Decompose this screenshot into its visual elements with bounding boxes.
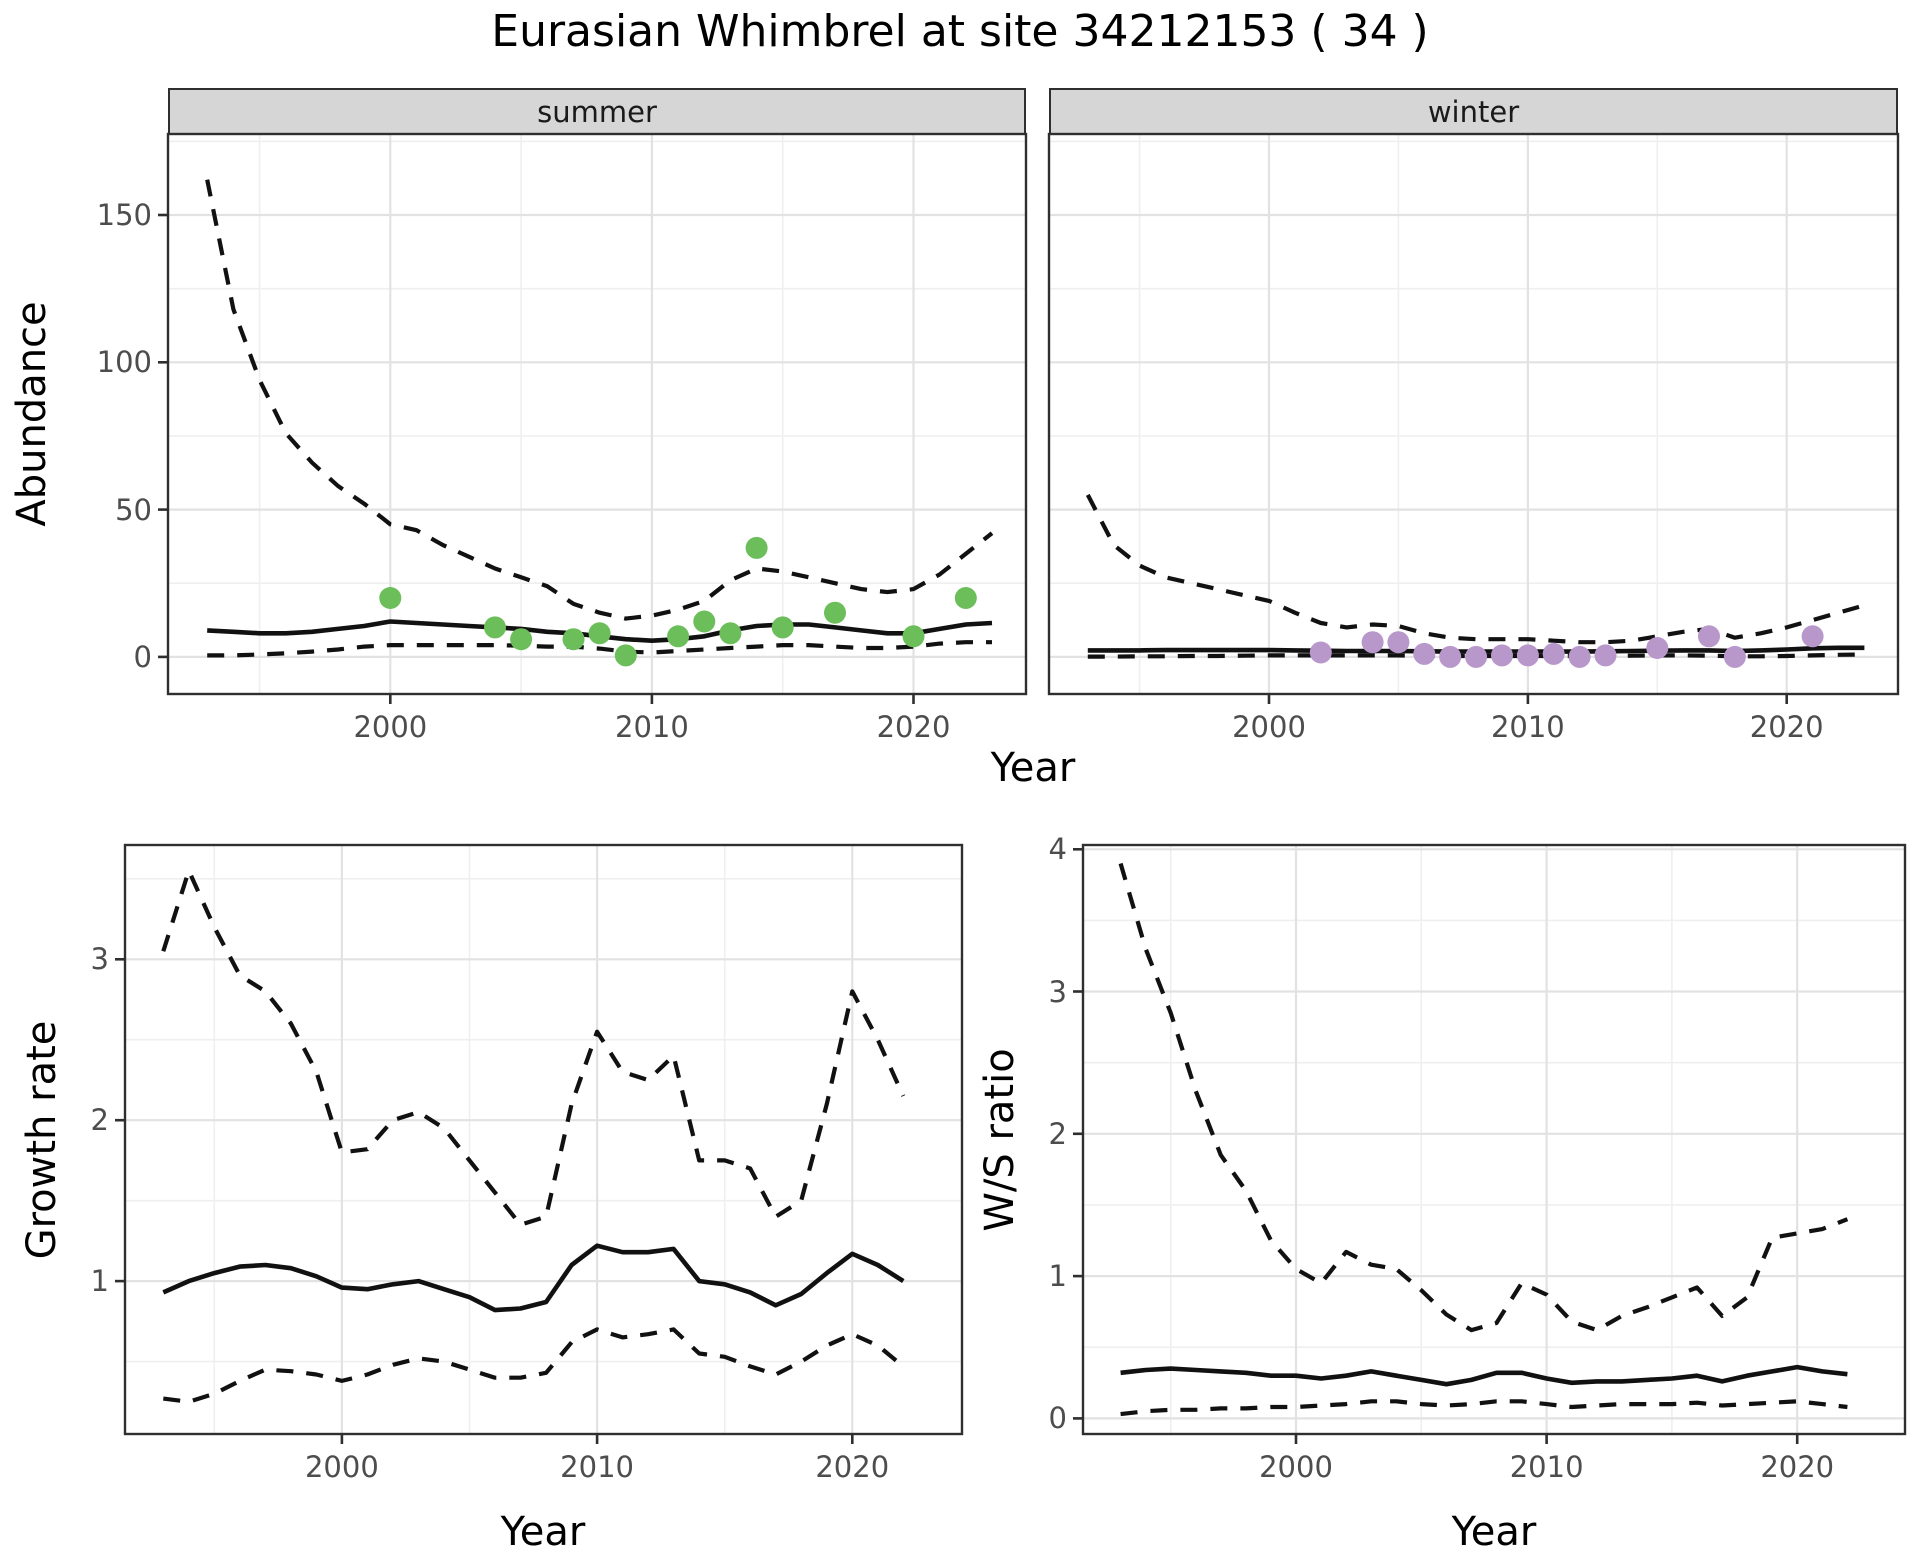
x-tick-label: 2000 <box>1232 710 1306 744</box>
y-tick-label: 100 <box>96 345 152 380</box>
x-tick-label: 2020 <box>1749 710 1824 744</box>
data-point <box>771 616 794 639</box>
data-point <box>588 622 611 645</box>
data-point <box>1413 642 1436 665</box>
y-axis-title-growth-rate: Growth rate <box>19 1020 65 1260</box>
data-point <box>1516 644 1539 667</box>
series-dashed <box>1120 1399 1848 1417</box>
data-point <box>902 625 925 648</box>
series-dashed <box>1087 652 1865 659</box>
panel-abundance-winter <box>1047 132 1900 704</box>
series-dashed <box>161 868 906 1227</box>
panel-ws-ratio <box>1073 843 1907 1444</box>
data-point <box>1594 644 1617 667</box>
data-point <box>667 625 690 648</box>
y-tick-label: 3 <box>1048 974 1067 1009</box>
data-point <box>510 628 533 651</box>
data-point <box>1542 642 1565 665</box>
data-point <box>379 587 402 609</box>
series-dashed <box>207 640 992 658</box>
facet-strip-winter: winter <box>1049 88 1898 135</box>
series-dashed <box>1118 862 1849 1333</box>
panel-growth-rate <box>115 843 964 1444</box>
x-tick-label: 2010 <box>1509 1450 1584 1484</box>
y-tick-label: 0 <box>1048 1401 1067 1436</box>
data-point <box>954 587 977 609</box>
series-dashed <box>205 179 994 621</box>
data-point <box>824 601 846 624</box>
data-point <box>1387 631 1410 654</box>
y-tick-label: 3 <box>90 942 109 977</box>
y-tick-label: 1 <box>1048 1259 1067 1294</box>
panel-border <box>1081 843 1907 1436</box>
series-solid <box>1120 1364 1848 1387</box>
panel-abundance-summer <box>158 132 1028 704</box>
y-tick-label: 0 <box>133 639 152 674</box>
x-tick-label: 2020 <box>1760 1450 1835 1484</box>
y-axis-title-abundance: Abundance <box>9 301 55 527</box>
x-tick-label: 2000 <box>1259 1450 1333 1484</box>
x-tick-label: 2010 <box>560 1450 634 1484</box>
series-dashed <box>1085 493 1865 645</box>
x-tick-label: 2020 <box>815 1450 890 1484</box>
data-point <box>745 536 768 559</box>
x-tick-label: 2000 <box>304 1450 379 1484</box>
data-point <box>1801 625 1824 648</box>
data-point <box>719 622 742 645</box>
facet-strip-winter-label: winter <box>1427 94 1520 129</box>
facet-strip-summer-label: summer <box>537 94 657 129</box>
facet-strip-summer: summer <box>168 88 1026 135</box>
data-point <box>1361 631 1384 654</box>
panel-border <box>166 132 1028 696</box>
data-point <box>614 644 637 667</box>
y-axis-title-ws-ratio: W/S ratio <box>977 1048 1023 1232</box>
y-tick-label: 150 <box>96 198 152 232</box>
series-dashed <box>163 1327 905 1404</box>
x-tick-label: 2020 <box>876 710 951 744</box>
x-axis-title-year-ws: Year <box>1451 1509 1537 1555</box>
series-solid <box>162 1243 905 1313</box>
panel-border <box>123 843 964 1436</box>
data-point <box>1723 645 1746 668</box>
x-tick-label: 2000 <box>353 710 428 744</box>
y-tick-label: 4 <box>1048 832 1067 867</box>
data-point <box>484 616 506 639</box>
x-axis-title-year-growth: Year <box>500 1509 586 1555</box>
x-tick-label: 2010 <box>1490 710 1565 744</box>
data-point <box>693 610 716 633</box>
data-point <box>1491 644 1513 667</box>
panel-border <box>1047 132 1900 696</box>
data-point <box>1465 645 1488 668</box>
y-tick-label: 2 <box>1048 1116 1067 1151</box>
y-tick-label: 1 <box>90 1264 109 1299</box>
data-point <box>562 628 585 651</box>
plot-title: Eurasian Whimbrel at site 34212153 ( 34 … <box>491 6 1429 57</box>
data-point <box>1698 625 1720 648</box>
x-axis-title-year-top: Year <box>990 745 1076 791</box>
y-tick-label: 2 <box>90 1103 109 1138</box>
data-point <box>1646 637 1669 659</box>
y-tick-label: 50 <box>115 492 152 527</box>
data-point <box>1568 645 1591 668</box>
data-point <box>1439 645 1462 668</box>
x-tick-label: 2010 <box>615 710 689 744</box>
data-point <box>1309 641 1332 664</box>
